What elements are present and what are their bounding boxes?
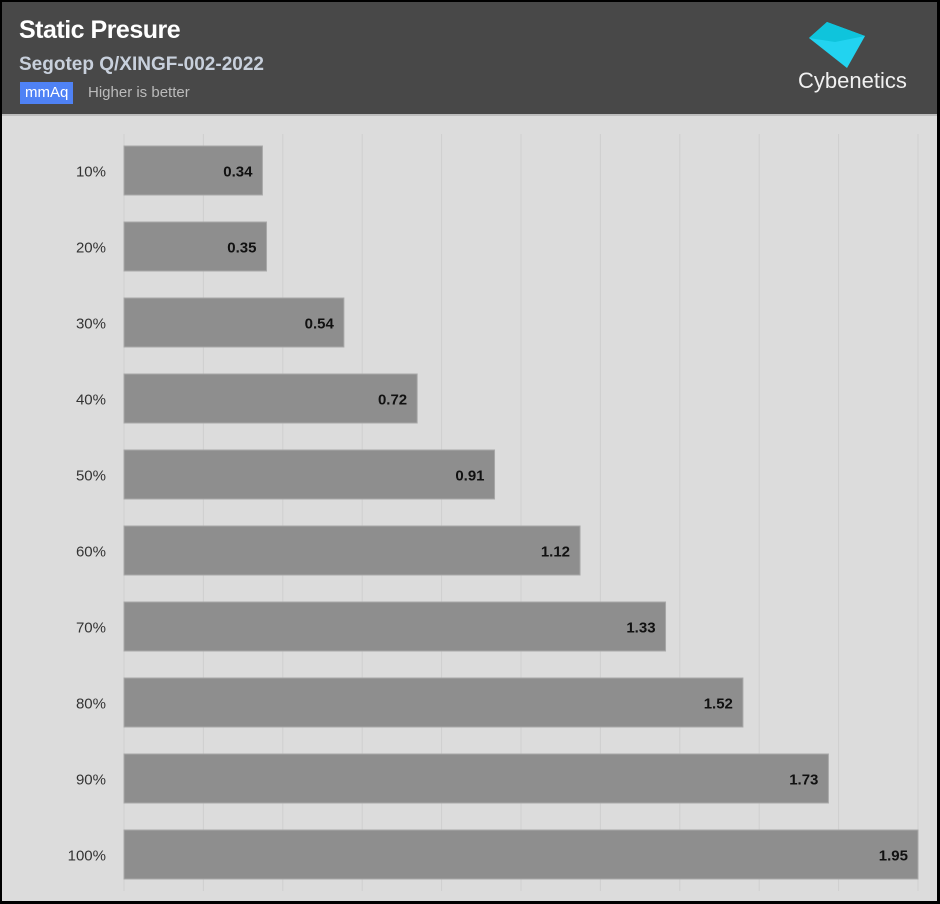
data-label: 0.72: [378, 392, 407, 409]
category-label: 100%: [68, 848, 106, 865]
category-label: 30%: [76, 316, 106, 333]
data-label: 0.91: [455, 468, 484, 485]
bar: [123, 753, 829, 804]
category-label: 70%: [76, 620, 106, 637]
bar: [123, 221, 268, 272]
category-label: 50%: [76, 468, 106, 485]
data-label: 1.73: [789, 772, 818, 789]
chart-title: Static Presure: [19, 16, 181, 44]
bar: [123, 373, 418, 424]
logo-text: Cybenetics: [798, 68, 907, 93]
data-label: 0.54: [305, 316, 335, 333]
data-label: 1.12: [541, 544, 570, 561]
category-label: 10%: [76, 164, 106, 181]
data-label: 1.95: [879, 848, 908, 865]
higher-is-better-note: Higher is better: [88, 84, 190, 101]
data-label: 1.33: [626, 620, 655, 637]
bar: [123, 449, 496, 500]
bar: [123, 297, 345, 348]
bar: [123, 677, 744, 728]
data-label: 0.34: [223, 164, 253, 181]
bar: [123, 829, 919, 880]
unit-badge: mmAq: [20, 82, 74, 104]
category-label: 60%: [76, 544, 106, 561]
bar-chart: 10% 0.34 20% 0.35 30% 0.54 40% 0.72 50% 0.91 60% 1.…: [68, 134, 919, 891]
category-label: 40%: [76, 392, 106, 409]
category-label: 20%: [76, 240, 106, 257]
bar: [123, 525, 581, 576]
bar: [123, 601, 667, 652]
chart-subtitle: Segotep Q/XINGF-002-2022: [19, 54, 264, 75]
data-label: 1.52: [704, 696, 733, 713]
data-label: 0.35: [227, 240, 256, 257]
chart-header: Static Presure Segotep Q/XINGF-002-2022 …: [2, 2, 937, 116]
category-label: 80%: [76, 696, 106, 713]
cybenetics-logo-icon: [809, 22, 865, 68]
category-label: 90%: [76, 772, 106, 789]
bar: [123, 145, 263, 196]
